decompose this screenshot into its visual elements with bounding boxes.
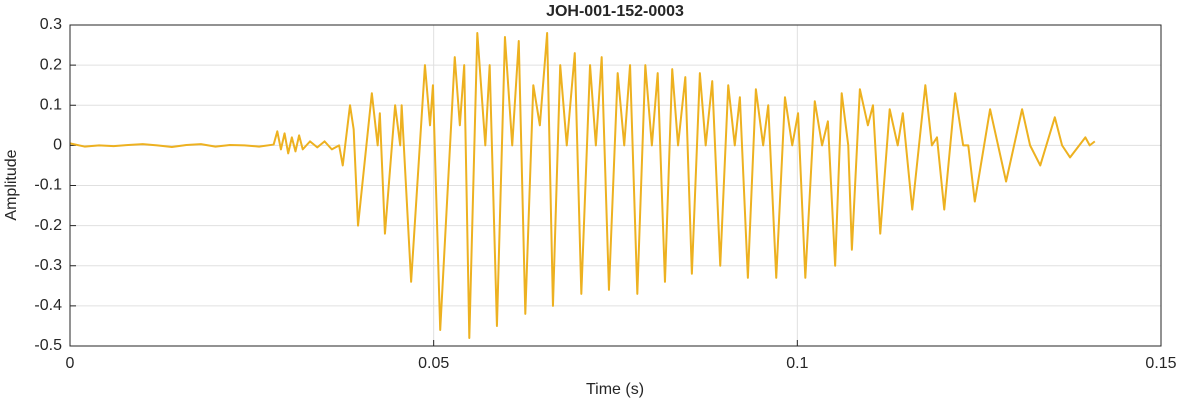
y-tick-label: -0.3 <box>34 257 62 274</box>
x-axis-label: Time (s) <box>586 381 644 398</box>
y-tick-label: 0 <box>53 137 62 154</box>
chart-title: JOH-001-152-0003 <box>546 3 684 20</box>
y-axis-label: Amplitude <box>3 149 20 220</box>
x-tick-label: 0.15 <box>1145 355 1176 372</box>
y-tick-label: -0.5 <box>34 337 62 354</box>
x-tick-label: 0.05 <box>418 355 449 372</box>
plot-frame <box>69 24 1162 347</box>
x-tick-label: 0 <box>66 355 75 372</box>
y-tick-label: 0.3 <box>40 16 62 33</box>
y-tick-label: 0.1 <box>40 96 62 113</box>
y-tick-label: -0.4 <box>34 297 62 314</box>
x-tick-label: 0.1 <box>786 355 808 372</box>
waveform-line <box>69 32 1096 339</box>
y-tick-label: 0.2 <box>40 56 62 73</box>
y-tick-label: -0.1 <box>34 177 62 194</box>
y-tick-label: -0.2 <box>34 217 62 234</box>
